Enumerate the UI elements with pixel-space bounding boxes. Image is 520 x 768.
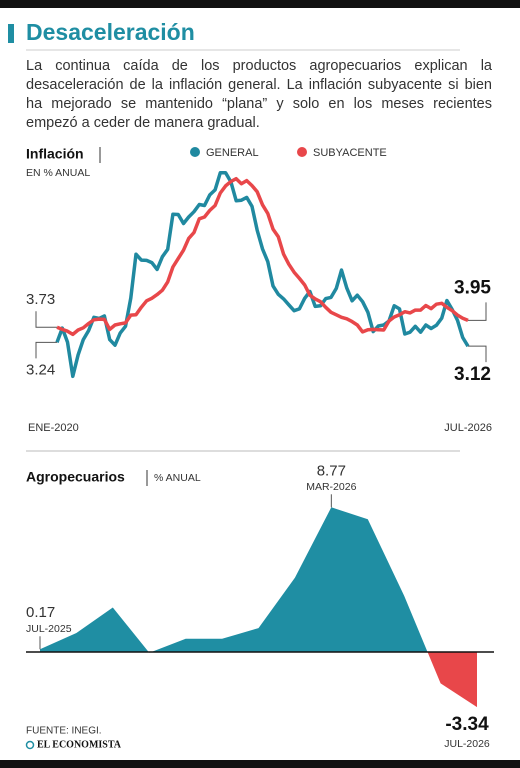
data-label: 3.12 xyxy=(454,364,491,385)
brand-icon xyxy=(25,740,35,750)
legend-marker xyxy=(297,147,307,157)
data-label: -3.34 xyxy=(445,714,489,735)
chart-subtitle: % ANUAL xyxy=(154,472,201,484)
line xyxy=(56,176,469,337)
x-tick-label: JUL-2026 xyxy=(444,422,492,434)
data-label: 3.24 xyxy=(26,361,55,378)
line xyxy=(55,171,470,379)
legend-marker xyxy=(190,147,200,157)
area-positive xyxy=(40,507,477,652)
chart-subtitle: EN % ANUAL xyxy=(26,167,90,179)
x-tick-label: JUL-2026 xyxy=(444,738,490,750)
data-label: 0.17 xyxy=(26,604,55,621)
data-label: 3.73 xyxy=(26,291,55,308)
data-label: 3.95 xyxy=(454,277,491,298)
leader-line xyxy=(35,311,57,328)
chart-title: Agropecuarios xyxy=(26,469,125,485)
page-title: Desaceleración xyxy=(26,19,195,45)
leader-line xyxy=(468,345,487,363)
bottom-bar xyxy=(0,760,520,768)
source: FUENTE: INEGI. xyxy=(26,726,102,737)
leader-line xyxy=(35,341,57,359)
legend-label: GENERAL xyxy=(206,147,259,159)
chart-title: Inflación xyxy=(26,146,84,162)
title-marker xyxy=(8,24,14,43)
x-tick-label: ENE-2020 xyxy=(28,422,79,434)
leader-line xyxy=(468,302,487,321)
area-negative xyxy=(40,652,477,708)
x-tick-label: JUL-2025 xyxy=(26,623,72,635)
legend-label: SUBYACENTE xyxy=(313,147,387,159)
top-bar xyxy=(0,0,520,8)
data-label: 8.77 xyxy=(317,462,346,479)
x-tick-label: MAR-2026 xyxy=(306,481,356,493)
description: La continua caída de los productos agrop… xyxy=(26,58,492,131)
brand: EL ECONOMISTA xyxy=(37,739,122,750)
